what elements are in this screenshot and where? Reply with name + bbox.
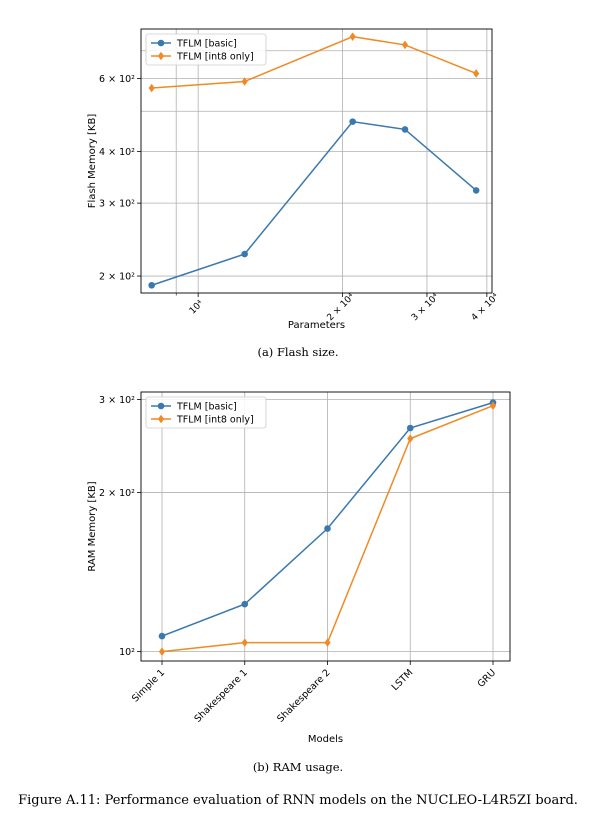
data-point xyxy=(148,83,155,93)
y-tick-label: 3 × 10² xyxy=(99,395,135,406)
data-point xyxy=(241,638,248,647)
legend-label: TFLM [basic] xyxy=(176,402,237,413)
legend-marker xyxy=(157,39,165,47)
x-tick-label: 4 × 10⁴ xyxy=(470,292,501,323)
legend-label: TFLM [int8 only] xyxy=(176,415,254,426)
legend-label: TFLM [int8 only] xyxy=(176,52,254,63)
data-point xyxy=(407,434,414,443)
y-axis-label: RAM Memory [KB] xyxy=(87,481,98,571)
flash-size-chart: 2 × 10² 3 × 10² 4 × 10² 6 × 10² 10⁴ 2 × 10⁴ 3 … xyxy=(87,28,501,331)
legend-box xyxy=(145,396,267,429)
data-point xyxy=(241,600,249,608)
y-tick-label: 2 × 10² xyxy=(99,488,135,499)
data-point xyxy=(324,525,331,532)
legend-marker xyxy=(157,402,165,410)
x-tick-label: 3 × 10⁴ xyxy=(410,292,441,323)
data-point xyxy=(241,77,248,86)
data-point xyxy=(349,32,356,41)
data-point xyxy=(406,424,414,432)
plot-frame xyxy=(140,28,493,294)
ram-chart-caption: (b) RAM usage. xyxy=(253,760,343,774)
data-point xyxy=(473,69,480,78)
legend-marker xyxy=(157,414,165,424)
x-tick-label: Shakespeare 2 xyxy=(275,667,332,724)
x-tick-label: GRU xyxy=(476,667,499,690)
x-axis-label: Models xyxy=(308,734,343,745)
data-point xyxy=(324,638,331,647)
data-point xyxy=(148,281,155,289)
legend-box xyxy=(145,33,267,66)
x-tick-label: LSTM xyxy=(390,667,416,693)
data-point xyxy=(241,250,248,258)
data-point xyxy=(349,118,356,125)
data-point xyxy=(401,126,409,133)
data-point xyxy=(158,647,166,656)
data-point xyxy=(401,40,409,50)
flash-chart-caption: (a) Flash size. xyxy=(257,345,338,359)
legend-marker xyxy=(157,51,165,61)
x-tick-label: Shakespeare 1 xyxy=(192,667,249,724)
plot-frame xyxy=(140,391,511,662)
y-tick-label: 10² xyxy=(119,647,135,658)
x-tick-label: 2 × 10⁴ xyxy=(326,292,357,323)
legend: TFLM [basic] TFLM [int8 only] xyxy=(145,33,267,66)
x-tick-label: Simple 1 xyxy=(130,667,167,704)
figure-caption: Figure A.11: Performance evaluation of R… xyxy=(18,793,578,808)
y-tick-label: 4 × 10² xyxy=(99,147,135,158)
y-axis-label: Flash Memory [KB] xyxy=(87,114,98,209)
data-point xyxy=(158,632,166,640)
data-point xyxy=(489,401,497,411)
ram-usage-chart: 10² 2 × 10² 3 × 10² Simple 1 Shakespeare 1 Sh… xyxy=(87,391,511,745)
data-point xyxy=(472,187,480,194)
legend: TFLM [basic] TFLM [int8 only] xyxy=(145,396,267,429)
x-tick-label: 10⁴ xyxy=(188,298,206,316)
legend-label: TFLM [basic] xyxy=(176,39,237,50)
x-axis-label: Parameters xyxy=(288,320,345,331)
y-tick-label: 6 × 10² xyxy=(99,74,135,85)
y-tick-label: 2 × 10² xyxy=(99,272,135,283)
y-tick-label: 3 × 10² xyxy=(99,199,135,210)
